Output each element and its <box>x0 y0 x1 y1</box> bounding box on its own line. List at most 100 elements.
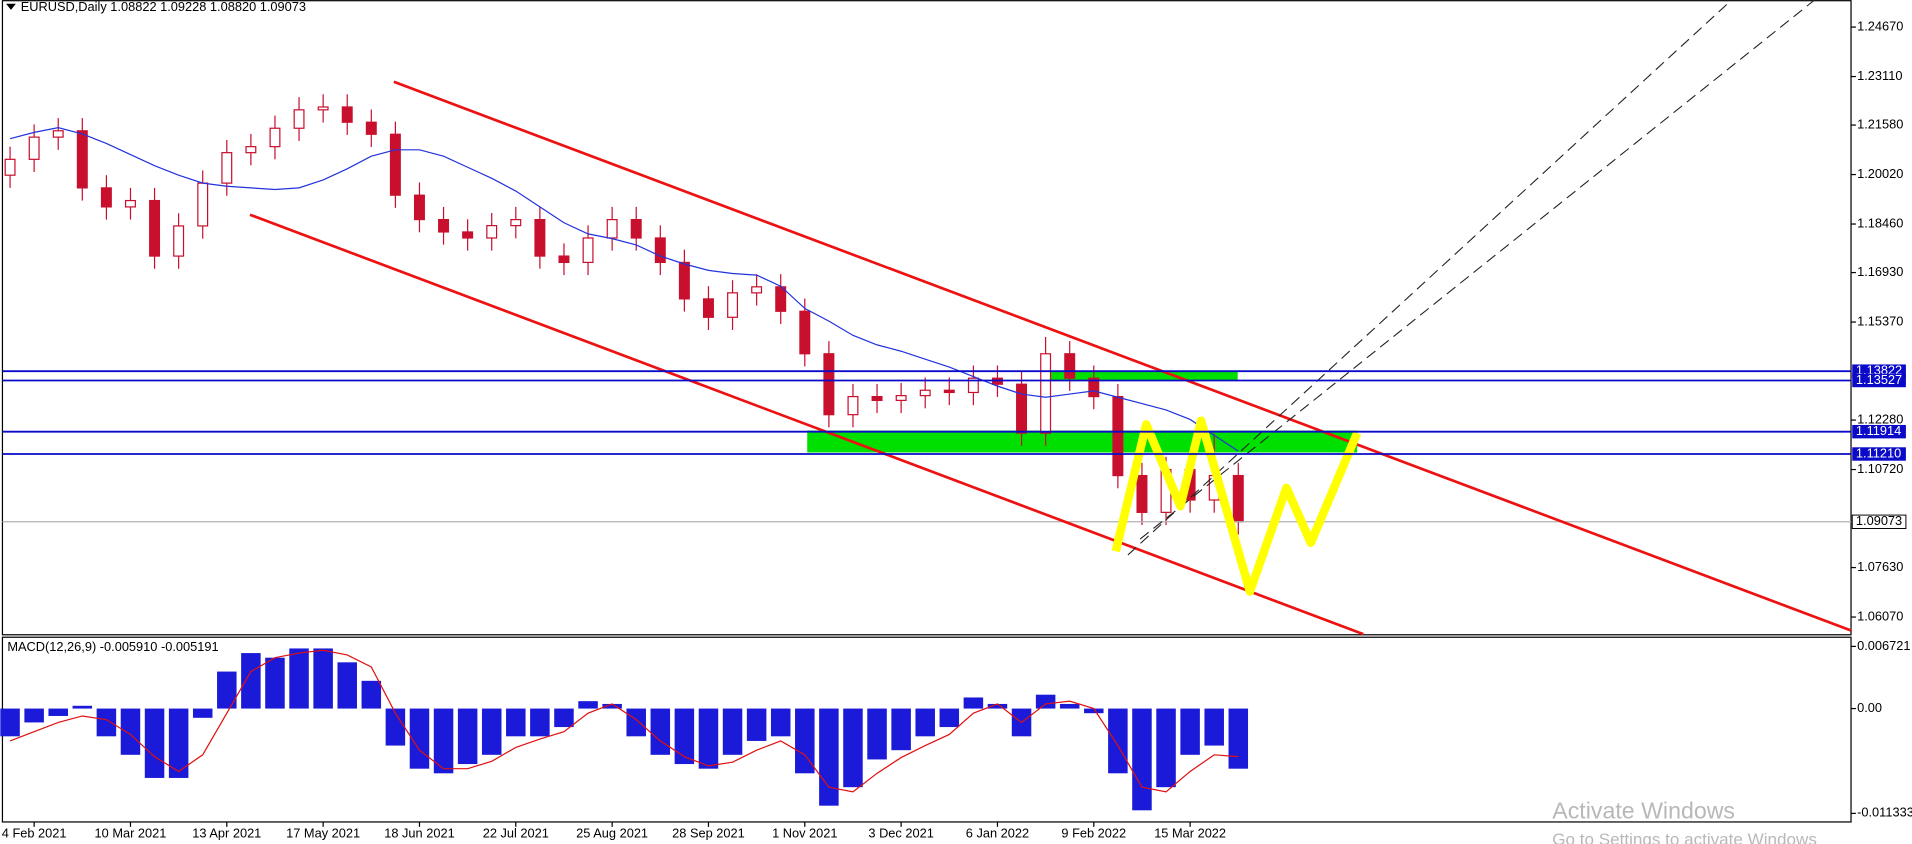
macd-bar <box>915 708 935 737</box>
candle-body <box>1232 474 1244 523</box>
macd-bar <box>361 680 382 709</box>
candle-body <box>341 106 353 123</box>
candle-body <box>702 298 714 318</box>
candle-body <box>751 286 763 294</box>
main-panel-frame <box>1 0 1852 636</box>
candle-body <box>1088 377 1100 398</box>
candle-body <box>365 121 377 135</box>
y-tick-label: 1.21580 <box>1857 116 1903 131</box>
moving-average <box>9 126 1239 452</box>
macd-bar <box>1084 708 1104 714</box>
macd-bar <box>313 648 333 709</box>
candle-body <box>823 353 835 416</box>
macd-bar <box>819 708 839 806</box>
candle-body <box>895 395 907 402</box>
macd-bar <box>241 653 261 709</box>
candle-body <box>100 187 112 208</box>
macd-bar <box>1228 708 1249 769</box>
candle-body <box>173 225 185 257</box>
candle-body <box>558 255 570 264</box>
dashed-line <box>1127 0 1732 556</box>
watermark: Go to Settings to activate Windows <box>1552 830 1817 844</box>
x-tick-label: 9 Feb 2022 <box>1061 826 1126 841</box>
x-tick-label: 18 Jun 2021 <box>384 826 454 841</box>
candle-body <box>52 130 64 138</box>
x-tick-label: 28 Sep 2021 <box>672 826 745 841</box>
macd-bar <box>746 708 767 741</box>
macd-bar <box>433 708 454 774</box>
macd-bar <box>481 708 502 755</box>
candle-body <box>4 158 16 176</box>
candle-body <box>582 237 594 264</box>
x-tick-label: 10 Mar 2021 <box>95 826 167 841</box>
candle-body <box>943 389 955 394</box>
candle-body <box>1064 353 1076 379</box>
macd-bar <box>650 708 671 755</box>
dashed-line <box>1139 0 1815 540</box>
y-tick-label: 1.16930 <box>1857 264 1903 279</box>
candle-body <box>1016 383 1028 434</box>
candle-body <box>389 133 401 196</box>
candle-body <box>727 292 739 318</box>
macd-bar <box>48 708 68 716</box>
level-label-box <box>1852 424 1906 439</box>
macd-bar <box>770 708 791 737</box>
watermark: Activate Windows <box>1552 797 1735 823</box>
macd-bar <box>722 708 743 755</box>
chart-title: EURUSD,Daily 1.08822 1.09228 1.08820 1.0… <box>21 0 306 14</box>
macd-bar <box>289 648 309 709</box>
candle-body <box>245 146 257 154</box>
macd-bar <box>506 708 526 737</box>
candle-body <box>1112 395 1124 477</box>
macd-bar <box>385 708 406 746</box>
macd-bar <box>530 708 550 737</box>
macd-bar <box>1204 708 1224 746</box>
y-tick-label: 1.06070 <box>1857 608 1903 623</box>
macd-bar <box>602 703 622 709</box>
candle-body <box>847 395 859 416</box>
current-price-label: 1.09073 <box>1856 513 1902 528</box>
candle-body <box>486 225 498 239</box>
candle-body <box>413 194 425 221</box>
candle-body <box>967 377 979 394</box>
candle-body <box>293 109 305 129</box>
macd-bar <box>96 708 117 737</box>
x-tick-label: 15 Mar 2022 <box>1154 826 1226 841</box>
macd-bar <box>939 708 960 728</box>
level-label: 1.11914 <box>1856 423 1901 438</box>
level-label: 1.13527 <box>1856 372 1902 387</box>
macd-bar <box>987 703 1008 709</box>
trend-line <box>393 80 1852 632</box>
level-label-box <box>1852 447 1906 461</box>
zone <box>1046 370 1238 381</box>
candle-body <box>76 130 88 189</box>
macd-title: MACD(12,26,9) -0.005910 -0.005191 <box>7 639 218 654</box>
candle-body <box>1136 474 1148 513</box>
macd-bar <box>554 708 574 728</box>
macd-bar <box>867 708 887 760</box>
y-tick-label: 1.20020 <box>1857 166 1903 181</box>
candle-body <box>462 231 474 239</box>
macd-bar <box>265 657 285 709</box>
macd-bar <box>963 697 984 709</box>
macd-bar <box>795 708 815 774</box>
x-tick-label: 17 May 2021 <box>286 826 360 841</box>
level-label-box <box>1852 373 1906 388</box>
y-tick-label: 1.07630 <box>1857 559 1903 574</box>
macd-bar <box>843 708 863 788</box>
macd-bar <box>674 708 695 765</box>
macd-bar <box>144 708 165 778</box>
level-label: 1.11210 <box>1856 445 1901 460</box>
candle-body <box>197 182 209 227</box>
y-tick-label: 0.006721 <box>1857 638 1910 653</box>
x-tick-label: 25 Aug 2021 <box>576 826 648 841</box>
y-tick-label: 0.00 <box>1857 700 1882 715</box>
y-tick-label: 1.12280 <box>1857 411 1903 426</box>
y-tick-label: 1.23110 <box>1857 68 1902 83</box>
macd-bar <box>1180 708 1200 755</box>
macd-bar <box>120 708 141 755</box>
candle-body <box>28 136 40 160</box>
candle-body <box>124 199 136 208</box>
